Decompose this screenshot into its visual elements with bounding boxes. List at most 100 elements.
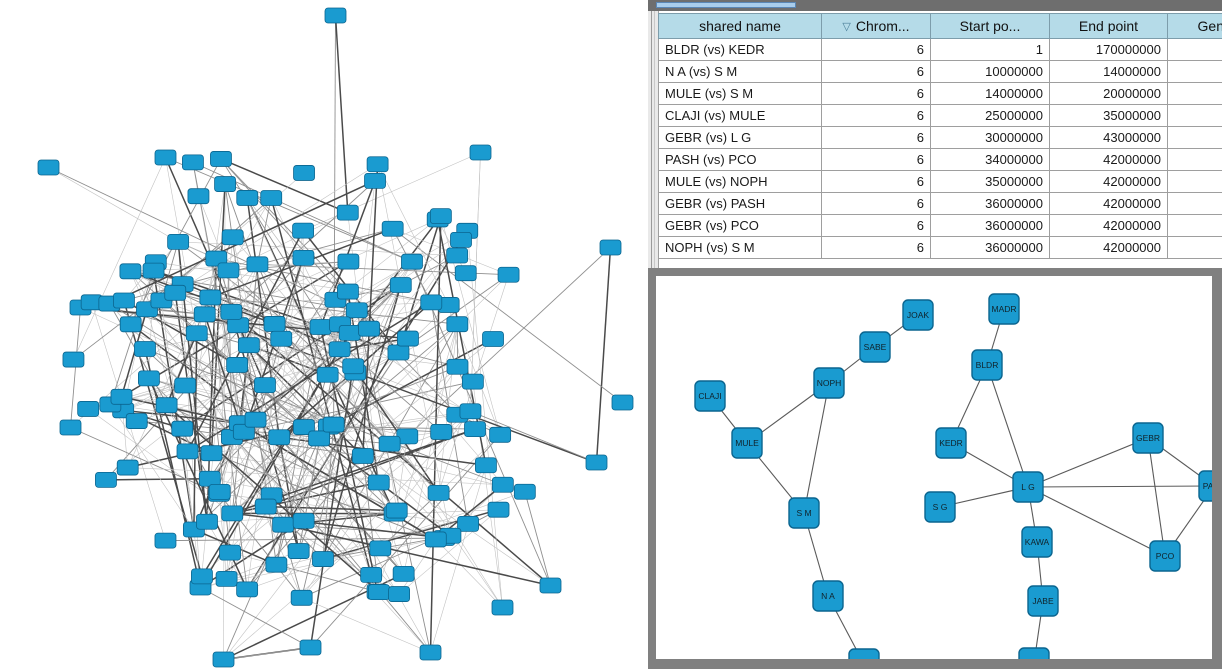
main-network-edge[interactable] [377,164,449,306]
main-network-node[interactable] [254,377,276,394]
main-network-edge[interactable] [109,270,154,405]
main-network-node[interactable] [237,337,260,354]
main-network-node[interactable] [351,448,374,464]
main-network-node[interactable] [338,325,361,341]
main-network-node[interactable] [155,397,178,414]
main-network-edge[interactable] [466,230,503,608]
main-network-node[interactable] [287,543,310,559]
main-network-node[interactable] [185,325,208,342]
main-network-node[interactable] [293,165,315,181]
main-network-node[interactable] [611,394,634,411]
main-network-edge[interactable] [232,512,445,539]
main-network-edge[interactable] [246,197,328,375]
main-network-node[interactable] [200,445,223,462]
main-network-node[interactable] [427,484,450,501]
table-row[interactable]: N A (vs) S M610000000140000006.6 [658,60,1222,83]
main-network-edge[interactable] [246,352,399,590]
main-network-edge[interactable] [334,15,349,213]
main-network-edge[interactable] [303,230,468,428]
main-network-node[interactable] [254,498,277,515]
main-network-node[interactable] [491,599,514,616]
column-header-genetic[interactable]: Genetic... [1167,13,1222,39]
main-network-node[interactable] [125,413,148,429]
subnetwork-node[interactable]: BLDR [971,349,1003,381]
main-network-edge[interactable] [161,300,356,373]
main-network-edge[interactable] [302,152,481,231]
main-network-node[interactable] [167,233,190,250]
main-network-edge[interactable] [70,307,81,428]
main-network-node[interactable] [59,419,82,436]
toolbar-tab-strip[interactable] [656,2,796,8]
main-network-node[interactable] [113,292,135,309]
main-network-node[interactable] [138,370,160,387]
main-network-edge[interactable] [224,183,275,325]
main-network-node[interactable] [212,651,235,668]
main-network-node[interactable] [420,294,443,311]
main-network-node[interactable] [497,266,520,283]
table-row[interactable]: CLAJI (vs) MULE625000000350000005.9 [658,104,1222,127]
table-row[interactable]: NOPH (vs) S M636000000420000009.9 [658,236,1222,259]
main-network-node[interactable] [119,263,142,280]
table-body[interactable]: BLDR (vs) KEDR61170000000192.0N A (vs) S… [658,38,1222,259]
main-network-node[interactable] [469,144,492,161]
main-network-node[interactable] [464,421,486,438]
edge-attribute-table[interactable]: shared name ▽ Chrom... Start po... End p… [658,13,1222,259]
main-network-node[interactable] [401,253,423,270]
main-network-edge[interactable] [430,465,487,653]
main-network-edge[interactable] [88,408,233,514]
main-network-node[interactable] [513,483,536,500]
main-network-node[interactable] [389,277,412,293]
main-network-edge[interactable] [282,523,551,587]
main-network-edge[interactable] [435,539,503,608]
main-network-edge[interactable] [105,477,210,481]
main-network-edge[interactable] [356,310,431,653]
table-row[interactable]: MULE (vs) NOPH6350000004200000010.5 [658,170,1222,193]
main-network-node[interactable] [368,584,390,601]
main-network-edge[interactable] [232,237,266,386]
main-network-edge[interactable] [182,261,349,429]
main-network-edge[interactable] [339,337,409,350]
main-network-node[interactable] [387,344,410,361]
main-network-node[interactable] [37,159,60,176]
subnetwork-edge[interactable] [1027,486,1166,557]
main-network-node[interactable] [446,358,469,375]
main-network-node[interactable] [378,435,401,452]
main-network-edge[interactable] [204,314,241,424]
main-network-node[interactable] [419,644,442,661]
subnetwork-node[interactable]: ALMCH [1018,647,1050,659]
main-network-node[interactable] [62,351,85,368]
main-network-node[interactable] [199,289,222,306]
main-network-node[interactable] [424,531,447,548]
main-network-edge[interactable] [193,372,356,530]
subnetwork-node[interactable]: JABE [1027,585,1059,617]
main-network-node[interactable] [487,501,510,518]
main-network-node[interactable] [196,513,218,530]
main-network-edge[interactable] [279,436,395,514]
main-network-node[interactable] [270,330,293,347]
main-network-node[interactable] [171,420,194,437]
main-network-edge[interactable] [109,303,320,439]
main-network-node[interactable] [328,341,351,358]
main-network-edge[interactable] [231,323,458,514]
main-network-edge[interactable] [470,152,481,412]
main-network-node[interactable] [263,316,286,332]
subnetwork-node[interactable]: CLAJI [694,380,726,412]
main-network-edge[interactable] [397,215,442,353]
subnetwork-node[interactable]: KEDR [935,427,967,459]
main-network-node[interactable] [214,176,236,192]
main-network-node[interactable] [205,250,228,267]
table-row[interactable]: PASH (vs) PCO6340000004200000011.4 [658,148,1222,171]
main-network-edge[interactable] [352,365,440,494]
main-network-node[interactable] [392,565,415,582]
main-network-graph[interactable] [0,0,648,669]
main-network-node[interactable] [342,358,365,375]
subnetwork-edge[interactable] [1027,437,1149,488]
main-network-edge[interactable] [362,164,379,457]
column-header-shared-name[interactable]: shared name [658,13,822,39]
subnetwork-edge[interactable] [803,382,830,514]
subnetwork-node[interactable]: MIWE [848,648,880,659]
main-network-node[interactable] [119,316,142,333]
main-network-edge[interactable] [320,261,413,328]
main-network-node[interactable] [308,430,330,447]
main-network-node[interactable] [358,320,380,337]
